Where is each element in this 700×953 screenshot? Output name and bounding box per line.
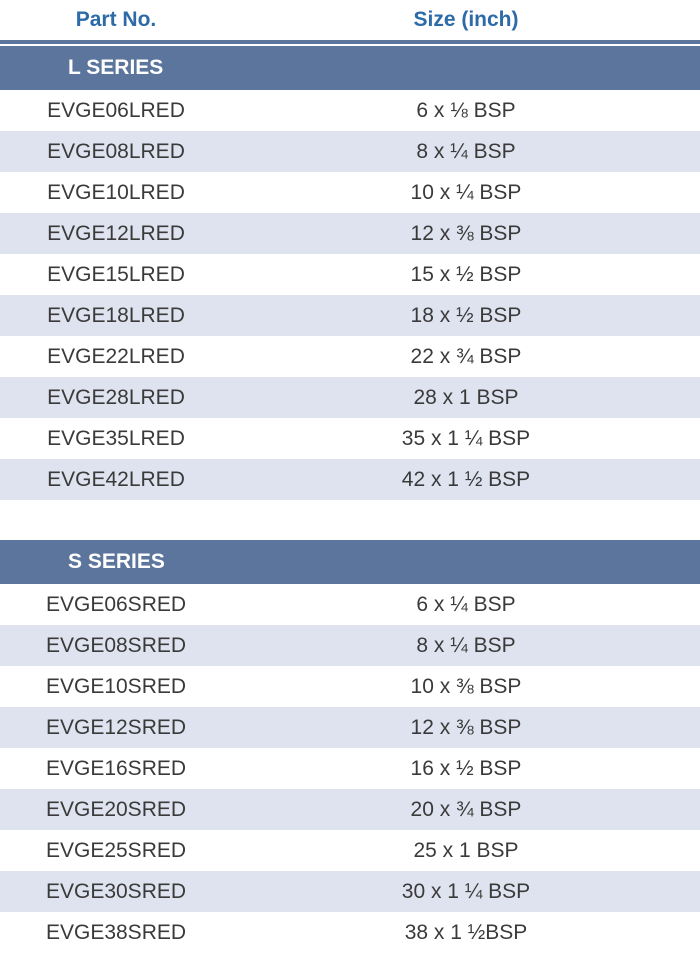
s-series-bar: S SERIES (0, 540, 700, 584)
part-number-cell: EVGE30SRED (45, 879, 187, 903)
table-row: EVGE28LRED 28 x 1 BSP (0, 377, 700, 418)
table-row: EVGE06LRED 6 x ⅛ BSP (0, 90, 700, 131)
table-row: EVGE08SRED 8 x ¼ BSP (0, 625, 700, 666)
table-row: EVGE35LRED 35 x 1 ¼ BSP (0, 418, 700, 459)
part-number-header: Part No. (75, 8, 157, 31)
table-header: Part No. Size (inch) (0, 0, 700, 44)
part-number-cell: EVGE35LRED (47, 426, 185, 450)
table-row: EVGE18LRED 18 x ½ BSP (0, 295, 700, 336)
size-cell: 30 x 1 ¼ BSP (401, 879, 531, 903)
size-cell: 8 x ¼ BSP (416, 139, 516, 163)
table-row: EVGE38SRED 38 x 1 ½BSP (0, 912, 700, 953)
s-series-section: S SERIES EVGE06SRED 6 x ¼ BSP EVGE08SRED 8 … (0, 540, 700, 953)
s-series-rows: EVGE06SRED 6 x ¼ BSP EVGE08SRED 8 x ¼ BSP EV… (0, 584, 700, 953)
table-row: EVGE25SRED 25 x 1 BSP (0, 830, 700, 871)
part-number-cell: EVGE16SRED (45, 756, 187, 780)
part-number-cell: EVGE28LRED (47, 385, 185, 409)
part-number-cell: EVGE42LRED (47, 467, 185, 491)
size-cell: 38 x 1 ½BSP (404, 920, 528, 944)
size-cell: 6 x ⅛ BSP (416, 98, 516, 122)
part-number-cell: EVGE25SRED (45, 838, 187, 862)
size-cell: 6 x ¼ BSP (416, 592, 516, 616)
table-row: EVGE16SRED 16 x ½ BSP (0, 748, 700, 789)
part-number-cell: EVGE20SRED (45, 797, 187, 821)
size-cell: 42 x 1 ½ BSP (401, 467, 531, 491)
part-number-cell: EVGE12LRED (47, 221, 185, 245)
table-row: EVGE10SRED 10 x ⅜ BSP (0, 666, 700, 707)
l-series-section: L SERIES EVGE06LRED 6 x ⅛ BSP EVGE08LRED 8 … (0, 46, 700, 500)
part-number-cell: EVGE06SRED (45, 592, 187, 616)
l-series-title: L SERIES (68, 56, 164, 79)
part-number-cell: EVGE10LRED (47, 180, 185, 204)
size-cell: 10 x ⅜ BSP (410, 674, 522, 698)
table-row: EVGE15LRED 15 x ½ BSP (0, 254, 700, 295)
s-series-title: S SERIES (68, 550, 165, 573)
part-number-cell: EVGE08SRED (45, 633, 187, 657)
l-series-bar: L SERIES (0, 46, 700, 90)
table-row: EVGE22LRED 22 x ¾ BSP (0, 336, 700, 377)
size-cell: 8 x ¼ BSP (416, 633, 516, 657)
table-row: EVGE42LRED 42 x 1 ½ BSP (0, 459, 700, 500)
table-row: EVGE12SRED 12 x ⅜ BSP (0, 707, 700, 748)
l-series-rows: EVGE06LRED 6 x ⅛ BSP EVGE08LRED 8 x ¼ BSP EV… (0, 90, 700, 500)
size-cell: 15 x ½ BSP (410, 262, 522, 286)
size-cell: 10 x ¼ BSP (410, 180, 522, 204)
size-cell: 25 x 1 BSP (413, 838, 519, 862)
table-row: EVGE10LRED 10 x ¼ BSP (0, 172, 700, 213)
table-row: EVGE12LRED 12 x ⅜ BSP (0, 213, 700, 254)
size-header: Size (inch) (413, 8, 519, 31)
part-number-cell: EVGE18LRED (47, 303, 185, 327)
size-cell: 22 x ¾ BSP (410, 344, 522, 368)
size-cell: 12 x ⅜ BSP (410, 221, 522, 245)
size-cell: 18 x ½ BSP (410, 303, 522, 327)
table-row: EVGE08LRED 8 x ¼ BSP (0, 131, 700, 172)
part-number-cell: EVGE15LRED (47, 262, 185, 286)
part-number-cell: EVGE12SRED (45, 715, 187, 739)
table-row: EVGE06SRED 6 x ¼ BSP (0, 584, 700, 625)
part-number-cell: EVGE38SRED (45, 920, 187, 944)
size-cell: 35 x 1 ¼ BSP (401, 426, 531, 450)
size-cell: 28 x 1 BSP (413, 385, 519, 409)
size-cell: 20 x ¾ BSP (410, 797, 522, 821)
table-row: EVGE20SRED 20 x ¾ BSP (0, 789, 700, 830)
part-number-cell: EVGE08LRED (47, 139, 185, 163)
part-number-cell: EVGE10SRED (45, 674, 187, 698)
size-cell: 16 x ½ BSP (410, 756, 522, 780)
table-row: EVGE30SRED 30 x 1 ¼ BSP (0, 871, 700, 912)
part-number-cell: EVGE22LRED (47, 344, 185, 368)
size-cell: 12 x ⅜ BSP (410, 715, 522, 739)
part-number-cell: EVGE06LRED (47, 98, 185, 122)
